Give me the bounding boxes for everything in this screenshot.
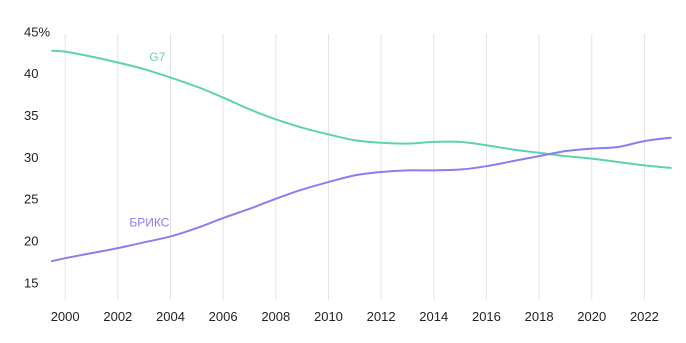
series-line-0 <box>51 49 672 169</box>
series-lines <box>51 49 672 263</box>
y-tick-label: 30 <box>24 150 38 165</box>
x-tick-label: 2018 <box>525 309 554 324</box>
y-tick-label: 20 <box>24 233 38 248</box>
y-tick-label: 15 <box>24 275 38 290</box>
x-axis-tick-labels: 2000 2002 2004 2006 2008 2010 2012 2014 2016 2018… <box>51 309 659 324</box>
x-tick-label: 2008 <box>261 309 290 324</box>
x-tick-label: 2006 <box>209 309 238 324</box>
x-tick-label: 2010 <box>314 309 343 324</box>
x-tick-label: 2000 <box>51 309 80 324</box>
series-label: G7 <box>149 50 165 64</box>
series-label: БРИКС <box>129 215 169 229</box>
x-tick-label: 2002 <box>103 309 132 324</box>
series-labels: G7 БРИКС <box>129 50 169 230</box>
x-tick-label: 2004 <box>156 309 185 324</box>
x-tick-label: 2016 <box>472 309 501 324</box>
y-tick-label: 35 <box>24 108 38 123</box>
x-tick-label: 2020 <box>577 309 606 324</box>
grid-lines <box>64 34 645 300</box>
y-tick-label: 25 <box>24 192 38 207</box>
x-tick-label: 2022 <box>630 309 659 324</box>
x-tick-label: 2014 <box>419 309 448 324</box>
series-line-1 <box>51 136 672 263</box>
y-axis-tick-labels: 15 20 25 30 35 40 45% <box>24 24 50 290</box>
y-tick-label: 45% <box>24 24 50 39</box>
x-tick-label: 2012 <box>367 309 396 324</box>
y-tick-label: 40 <box>24 66 38 81</box>
